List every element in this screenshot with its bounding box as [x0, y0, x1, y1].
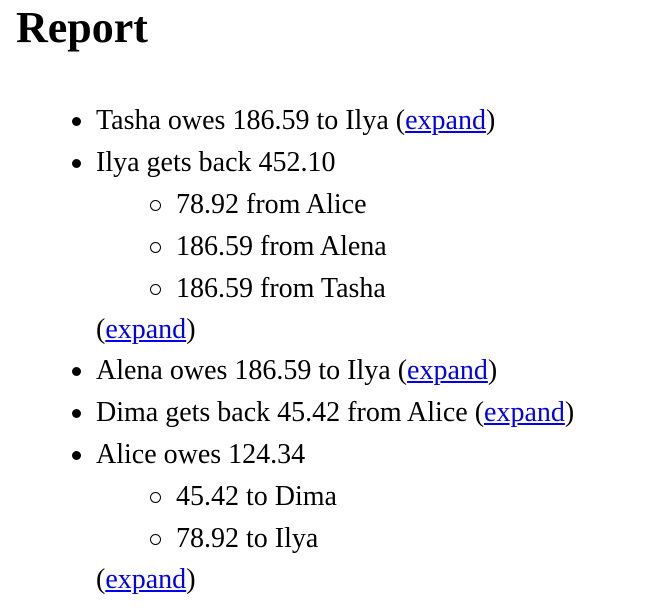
- expand-line: (expand): [96, 564, 196, 595]
- sub-list: 78.92 from Alice 186.59 from Alena 186.5…: [96, 184, 574, 310]
- sub-list-item: 78.92 from Alice: [149, 184, 574, 226]
- sub-list-item: 186.59 from Alena: [149, 226, 574, 268]
- item-text: Ilya gets back 452.10: [96, 147, 336, 178]
- sub-list-item: 45.42 to Dima: [149, 476, 574, 518]
- sub-list-item: 78.92 to Ilya: [149, 518, 574, 560]
- list-item: Ilya gets back 452.10 78.92 from Alice 1…: [71, 142, 574, 350]
- expand-link[interactable]: expand: [105, 564, 187, 595]
- item-text: Alena owes 186.59 to Ilya: [96, 355, 391, 386]
- sub-list: 45.42 to Dima 78.92 to Ilya: [96, 476, 574, 560]
- item-text: Alice owes 124.34: [96, 439, 306, 470]
- expand-line: (expand): [96, 314, 196, 345]
- expand-link[interactable]: expand: [484, 397, 565, 428]
- expand-link[interactable]: expand: [407, 355, 488, 386]
- list-item: Alena owes 186.59 to Ilya (expand): [71, 350, 574, 392]
- expand-link[interactable]: expand: [105, 314, 187, 345]
- list-item: Dima gets back 45.42 from Alice (expand): [71, 392, 574, 434]
- sub-list-item: 186.59 from Tasha: [149, 268, 574, 310]
- report-list: Tasha owes 186.59 to Ilya (expand) Ilya …: [71, 100, 574, 600]
- item-text: Tasha owes 186.59 to Ilya: [96, 105, 389, 136]
- expand-link[interactable]: expand: [405, 105, 486, 136]
- list-item: Tasha owes 186.59 to Ilya (expand): [71, 100, 574, 142]
- page-title: Report: [16, 3, 148, 52]
- list-item: Alice owes 124.34 45.42 to Dima 78.92 to…: [71, 434, 574, 600]
- item-text: Dima gets back 45.42 from Alice: [96, 397, 468, 428]
